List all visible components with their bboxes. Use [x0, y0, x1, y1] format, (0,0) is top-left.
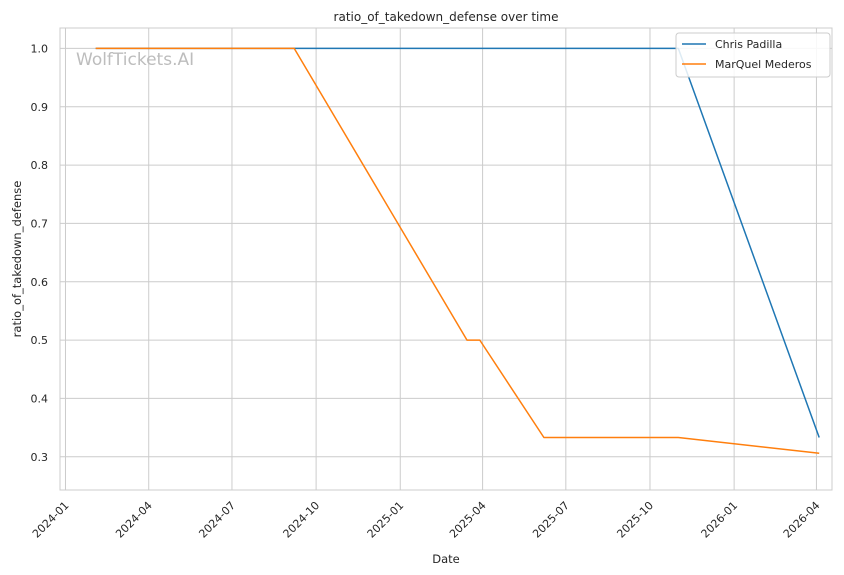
x-tick-label: 2025-04	[447, 499, 489, 541]
y-tick-label: 0.9	[31, 101, 49, 114]
y-axis-label: ratio_of_takedown_defense	[10, 181, 24, 338]
x-axis-label: Date	[432, 552, 460, 566]
y-tick-label: 0.5	[31, 334, 49, 347]
legend-box	[675, 32, 831, 78]
chart-title: ratio_of_takedown_defense over time	[334, 10, 559, 24]
x-tick-label: 2026-01	[699, 499, 741, 541]
series-line-2	[95, 47, 820, 455]
y-tick-label: 0.7	[31, 217, 49, 230]
y-tick-label: 0.3	[31, 451, 49, 464]
x-tick-label: 2025-01	[365, 499, 407, 541]
x-tick-label: 2025-10	[614, 499, 656, 541]
x-tick-label: 2025-07	[530, 499, 572, 541]
legend-label: Chris Padilla	[715, 38, 782, 51]
grid-lines	[60, 28, 832, 490]
legend-label: MarQuel Mederos	[715, 58, 812, 71]
watermark: WolfTickets.AI	[76, 50, 194, 70]
y-tick-label: 1.0	[31, 42, 49, 55]
x-tick-label: 2024-04	[113, 499, 155, 541]
y-tick-label: 0.6	[31, 276, 49, 289]
y-tick-label: 0.8	[31, 159, 49, 172]
legend: Chris Padilla MarQuel Mederos	[675, 32, 831, 78]
x-tick-label: 2024-10	[281, 499, 323, 541]
x-tick-label: 2024-01	[30, 499, 72, 541]
x-tick-label: 2024-07	[196, 499, 238, 541]
x-tick-label: 2026-04	[781, 499, 823, 541]
plot-background	[60, 28, 832, 490]
plot-frame	[59, 27, 833, 491]
y-tick-label: 0.4	[31, 392, 49, 405]
